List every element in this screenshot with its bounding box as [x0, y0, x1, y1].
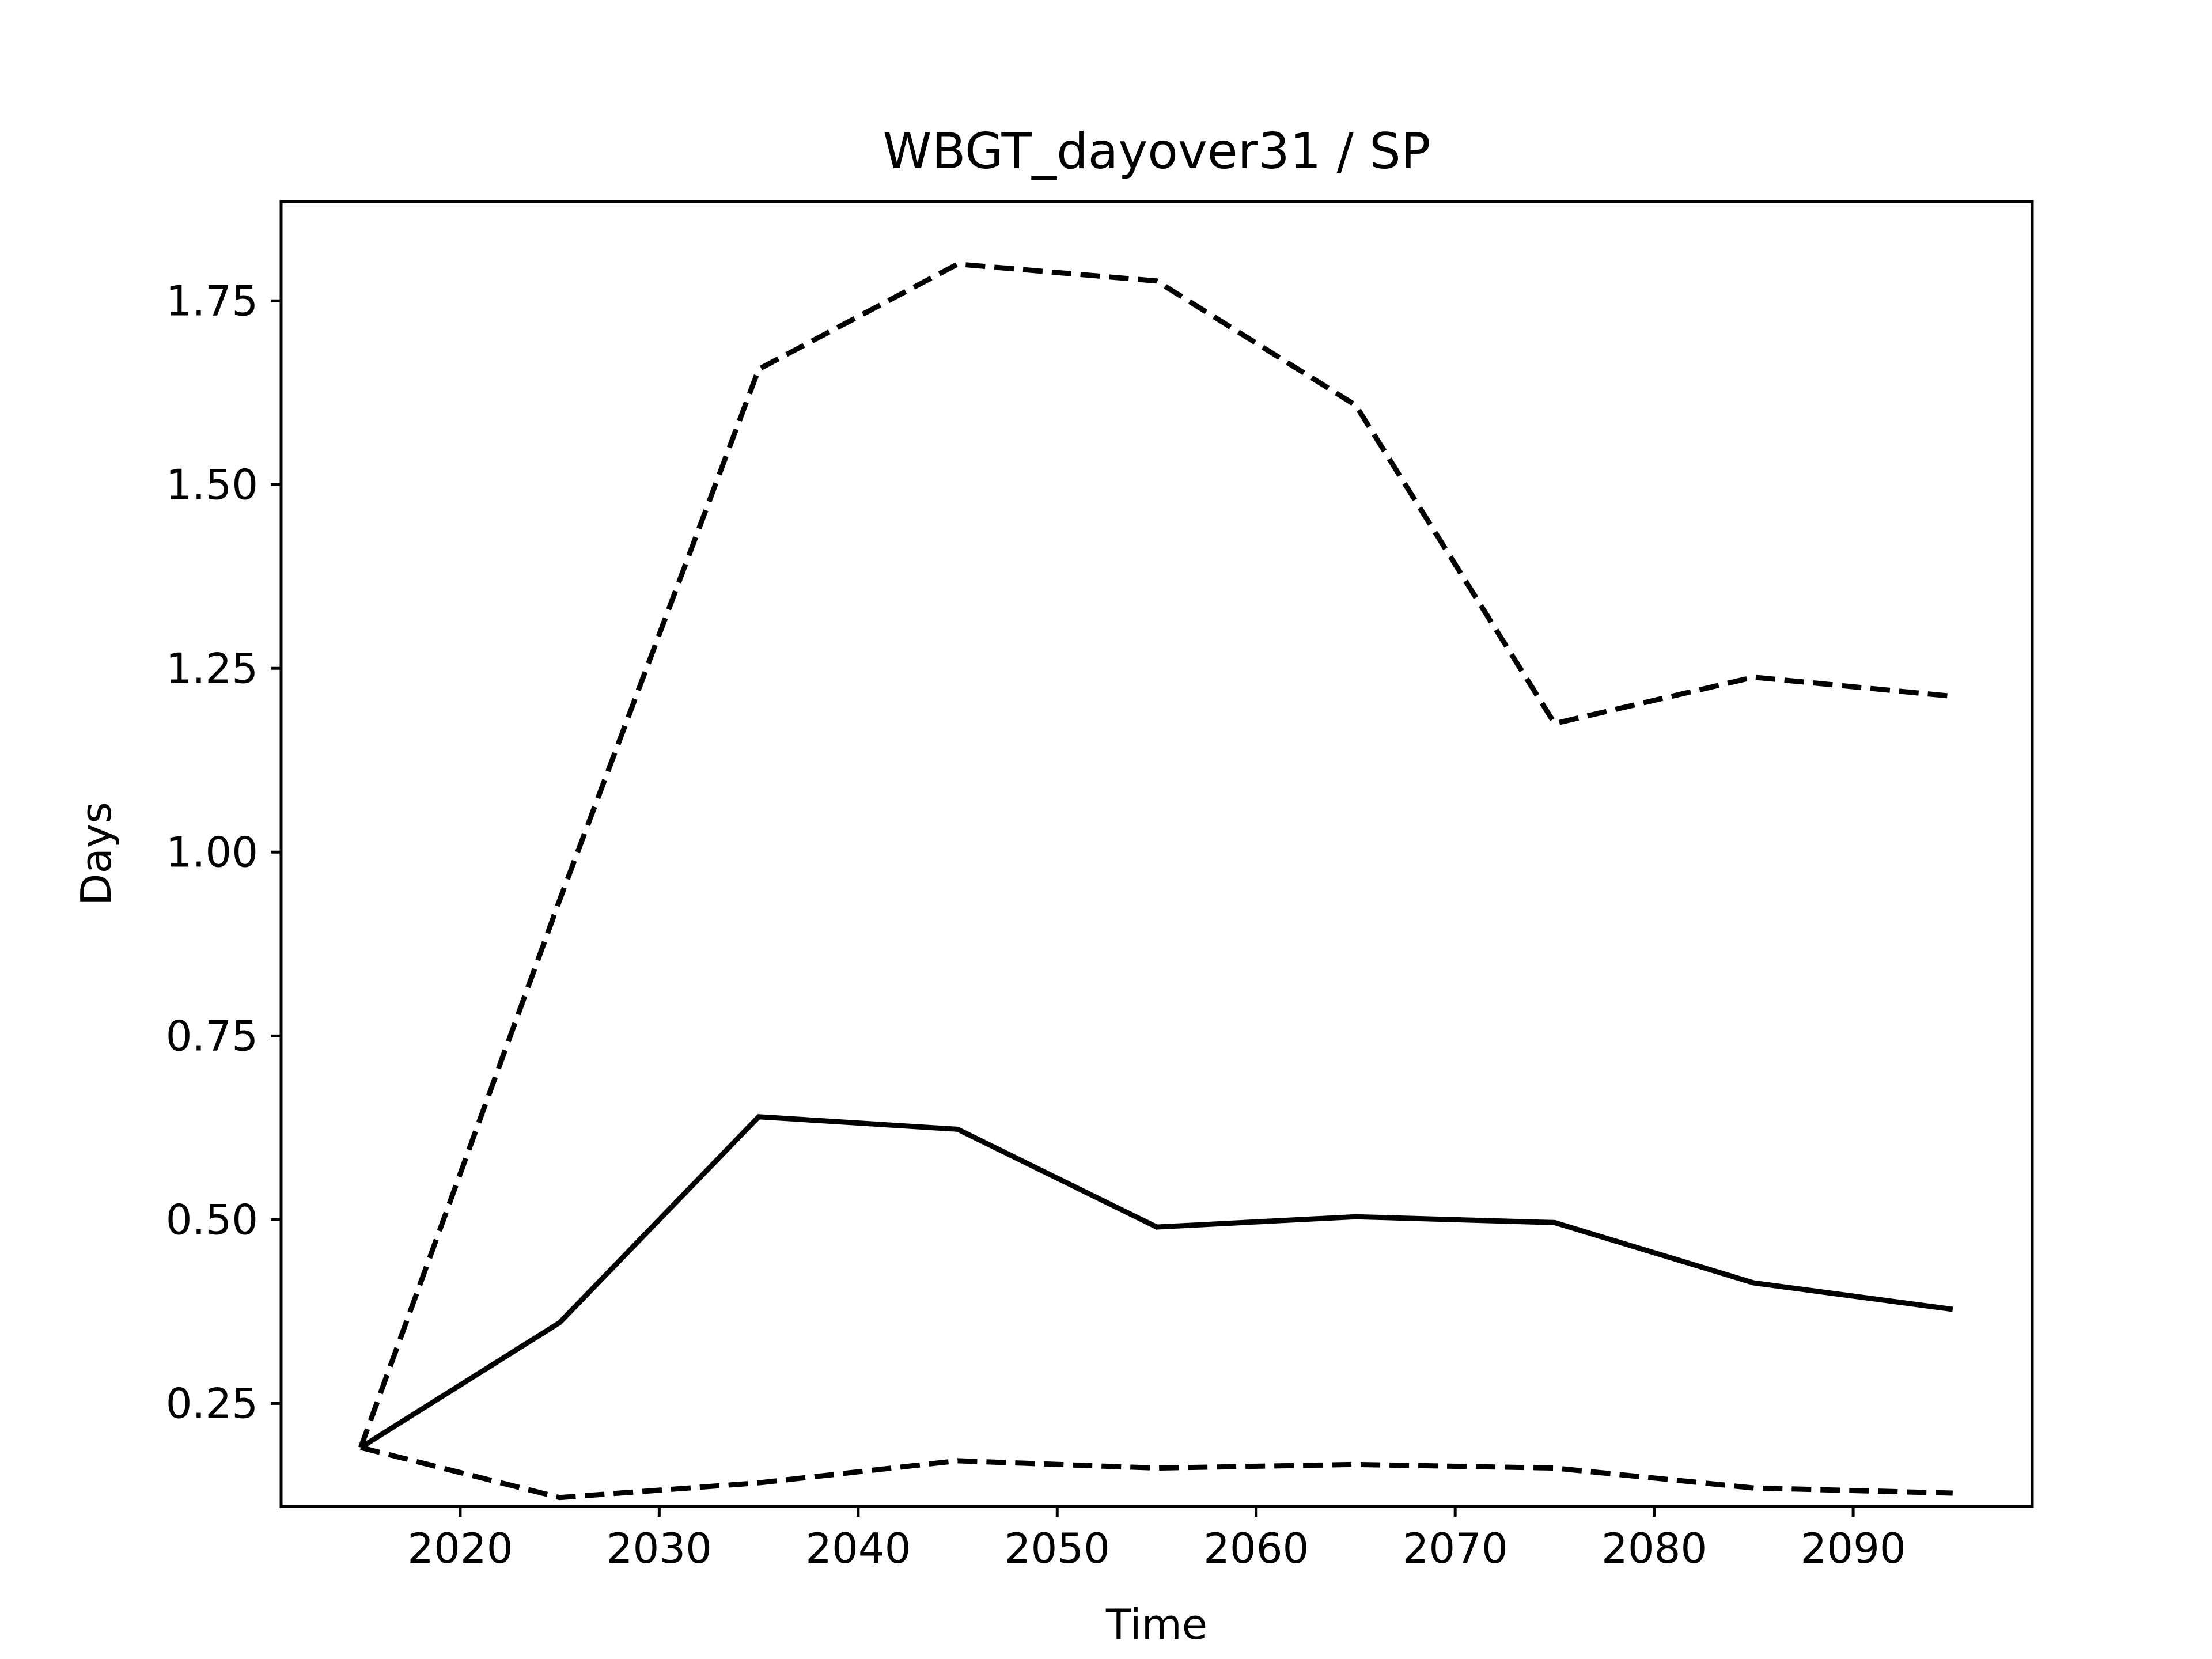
y-tick-label: 0.25 [166, 1379, 258, 1427]
x-tick-label: 2090 [1800, 1524, 1906, 1573]
x-tick-label: 2030 [607, 1524, 712, 1573]
y-tick-label: 1.75 [166, 276, 258, 325]
series-layer [358, 261, 1953, 1501]
x-axis-ticks: 2020 2030 2040 2050 2060 2070 2080 2090 [407, 1506, 1906, 1573]
x-tick-label: 2020 [407, 1524, 513, 1573]
series-line-3 [360, 1445, 1953, 1501]
x-tick-label: 2040 [805, 1524, 911, 1573]
y-tick-label: 1.00 [166, 828, 258, 876]
y-axis-label: Days [72, 802, 120, 906]
y-tick-label: 0.50 [166, 1195, 258, 1244]
y-tick-label: 1.25 [166, 644, 258, 692]
x-tick-label: 2070 [1403, 1524, 1508, 1573]
series-line-2 [358, 261, 1953, 1449]
plot-frame [279, 200, 2034, 1508]
x-axis-label: Time [1105, 1600, 1207, 1649]
x-tick-label: 2080 [1601, 1524, 1707, 1573]
y-tick-label: 1.50 [166, 460, 258, 509]
series-line-1 [359, 1114, 1953, 1450]
x-tick-label: 2050 [1005, 1524, 1110, 1573]
y-tick-label: 0.75 [166, 1012, 258, 1060]
y-axis-ticks: 0.25 0.50 0.75 1.00 1.25 1.50 1.75 [166, 276, 281, 1427]
x-tick-label: 2060 [1203, 1524, 1309, 1573]
chart-title: WBGT_dayover31 / SP [882, 123, 1430, 180]
